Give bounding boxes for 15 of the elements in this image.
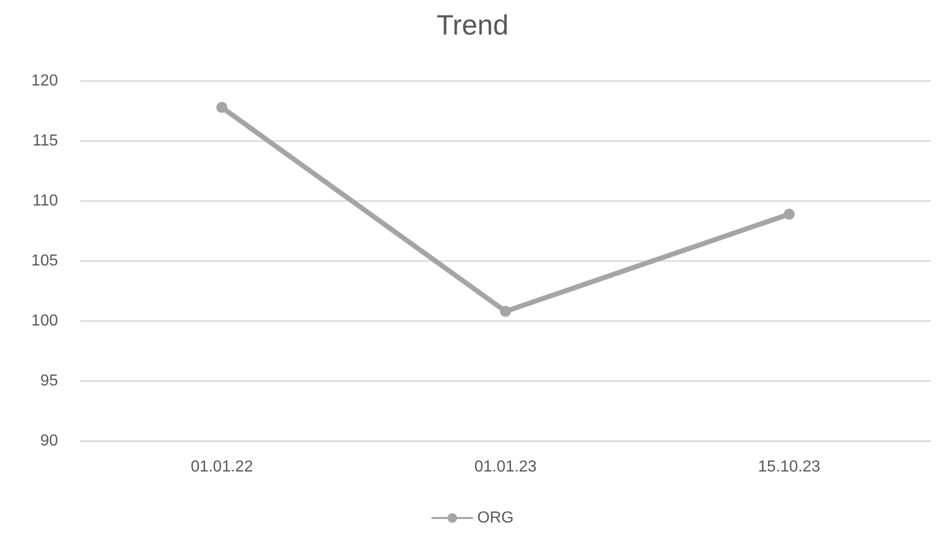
y-tick-label: 115: [32, 132, 58, 150]
y-tick-label: 110: [32, 192, 58, 210]
y-tick-label: 95: [40, 372, 58, 390]
y-tick-label: 120: [31, 72, 58, 90]
x-tick-label: 01.01.23: [474, 458, 537, 476]
y-tick-label: 90: [40, 432, 58, 450]
point: [784, 208, 795, 220]
point: [500, 306, 511, 317]
chart-title: Trend: [436, 10, 509, 40]
x-tick-label: 15.10.23: [758, 458, 820, 476]
y-tick-label: 105: [31, 252, 58, 270]
legend-label: ORG: [477, 510, 514, 526]
y-tick-label: 100: [31, 312, 58, 330]
point: [216, 102, 228, 113]
x-tick-label: 01.01.22: [190, 458, 254, 476]
